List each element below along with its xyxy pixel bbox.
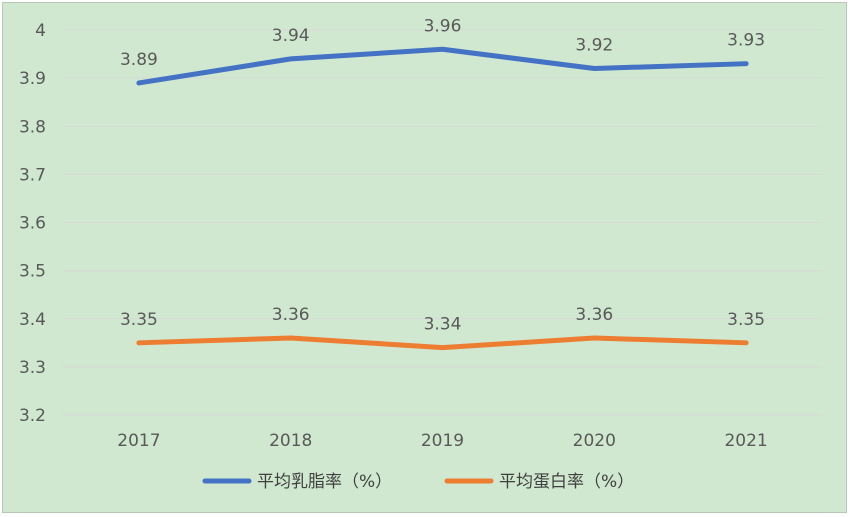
y-axis-ticks: 3.2 3.3 3.4 3.5 3.6 3.7 3.8 3.9 4 [19,21,46,426]
x-tick-label: 2018 [269,431,312,451]
y-tick-label: 3.3 [19,358,46,378]
y-tick-label: 3.7 [19,165,46,185]
data-label: 3.89 [120,50,158,70]
x-tick-label: 2017 [117,431,160,451]
data-label: 3.96 [424,16,462,36]
data-label: 3.36 [272,305,310,325]
x-axis-ticks: 2017 2018 2019 2020 2021 [117,431,767,451]
data-label: 3.92 [575,36,613,56]
x-tick-label: 2021 [724,431,767,451]
x-tick-label: 2019 [421,431,464,451]
y-tick-label: 3.6 [19,214,46,234]
data-label: 3.34 [424,315,462,335]
y-tick-label: 3.9 [19,69,46,89]
series-lines [136,46,749,351]
y-tick-label: 3.2 [19,406,46,426]
data-label: 3.35 [727,310,765,330]
legend: 平均乳脂率（%） 平均蛋白率（%） [202,472,634,492]
x-tick-label: 2020 [573,431,616,451]
data-labels: 3.89 3.94 3.96 3.92 3.93 3.35 3.36 3.34 3.36 3.35 [120,16,765,334]
data-label: 3.35 [120,310,158,330]
data-label: 3.94 [272,26,310,46]
y-tick-label: 3.4 [19,310,46,330]
data-label: 3.36 [575,305,613,325]
legend-label-2: 平均蛋白率（%） [499,472,634,492]
legend-label-1: 平均乳脂率（%） [257,472,392,492]
gridlines [63,29,822,416]
series-line-1 [136,46,749,86]
y-tick-label: 3.8 [19,117,46,137]
y-tick-label: 3.5 [19,262,46,282]
data-label: 3.93 [727,31,765,51]
y-tick-label: 4 [35,21,46,41]
series-line-2 [136,335,749,351]
